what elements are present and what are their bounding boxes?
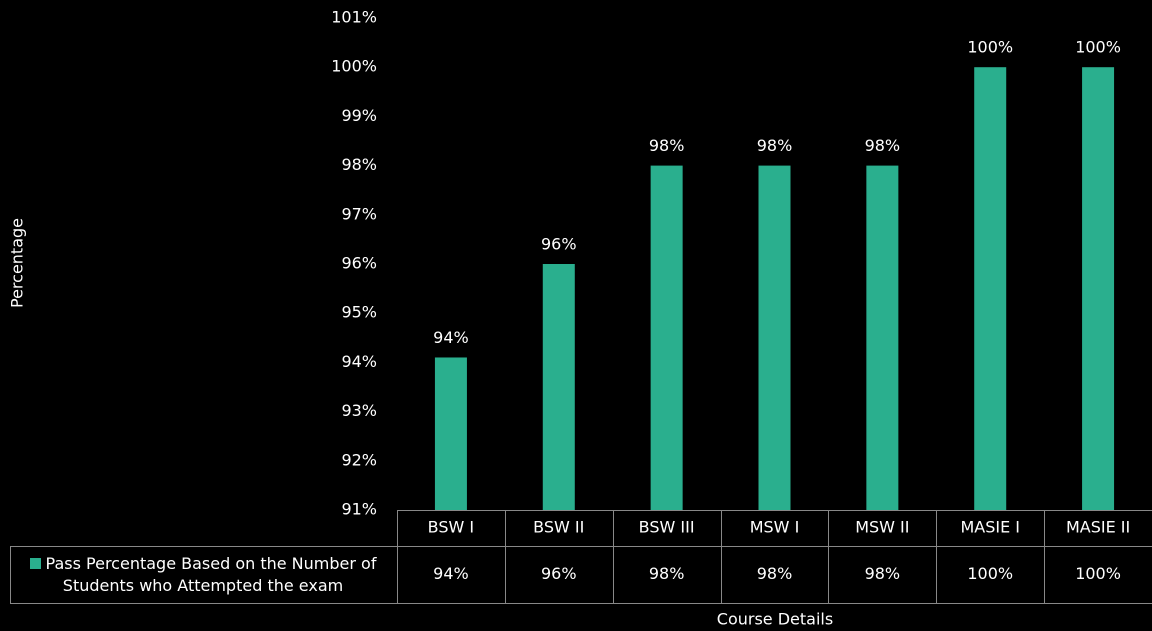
y-tick-label: 101%	[331, 8, 377, 27]
data-label: 98%	[649, 136, 685, 155]
data-label: 100%	[1075, 38, 1121, 57]
bar	[650, 165, 683, 510]
y-tick-label: 100%	[331, 57, 377, 76]
bar	[866, 165, 899, 510]
y-tick-label: 95%	[341, 303, 377, 322]
y-axis-title: Percentage	[8, 218, 27, 308]
y-tick-label: 96%	[341, 254, 377, 273]
x-tick-label: BSW III	[639, 518, 695, 537]
y-tick-label: 99%	[341, 106, 377, 125]
bar	[974, 67, 1007, 510]
y-tick-label: 97%	[341, 204, 377, 223]
table-value: 98%	[649, 564, 685, 583]
x-tick-label: MASIE I	[960, 518, 1020, 537]
x-tick-label: MASIE II	[1066, 518, 1130, 537]
legend-key	[29, 557, 41, 569]
x-tick-label: MSW II	[855, 518, 909, 537]
y-tick-label: 92%	[341, 450, 377, 469]
bar	[1082, 67, 1115, 510]
table-value: 98%	[865, 564, 901, 583]
x-axis-title: Course Details	[717, 610, 833, 629]
table-value: 98%	[757, 564, 793, 583]
data-label: 94%	[433, 328, 469, 347]
y-tick-label: 94%	[341, 352, 377, 371]
y-tick-label: 91%	[341, 500, 377, 519]
bar	[758, 165, 791, 510]
legend-label: Pass Percentage Based on the Number of S…	[45, 553, 377, 595]
x-tick-label: MSW I	[750, 518, 800, 537]
bar	[434, 357, 467, 510]
table-value: 94%	[433, 564, 469, 583]
data-label: 98%	[865, 136, 901, 155]
x-tick-label: BSW II	[533, 518, 584, 537]
data-label: 100%	[967, 38, 1013, 57]
table-value: 100%	[967, 564, 1013, 583]
table-value: 96%	[541, 564, 577, 583]
data-label: 98%	[757, 136, 793, 155]
x-tick-label: BSW I	[428, 518, 474, 537]
y-tick-label: 98%	[341, 155, 377, 174]
bar	[542, 264, 575, 510]
y-tick-label: 93%	[341, 401, 377, 420]
legend: Pass Percentage Based on the Number of S…	[12, 546, 394, 603]
table-value: 100%	[1075, 564, 1121, 583]
data-label: 96%	[541, 235, 577, 254]
